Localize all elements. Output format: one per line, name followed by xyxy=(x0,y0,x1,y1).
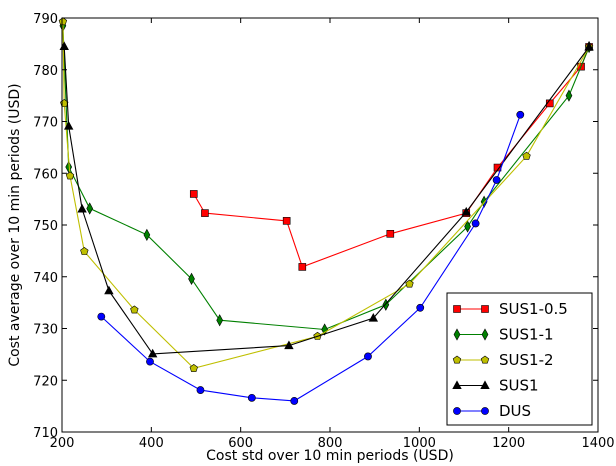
data-point xyxy=(86,202,94,215)
y-tick-label: 750 xyxy=(33,219,58,234)
data-point xyxy=(516,110,525,119)
x-tick-label: 800 xyxy=(318,436,343,451)
data-point xyxy=(130,305,139,314)
data-point xyxy=(77,203,87,213)
data-point xyxy=(321,323,328,336)
data-point xyxy=(188,272,195,285)
legend-label: SUS1 xyxy=(499,377,539,395)
x-tick-label: 1000 xyxy=(403,436,436,451)
data-point xyxy=(290,397,299,405)
data-point xyxy=(386,229,395,238)
legend-marker xyxy=(453,305,461,313)
data-point xyxy=(189,190,198,198)
y-tick-label: 780 xyxy=(33,64,58,79)
data-point xyxy=(584,41,594,51)
legend-item: SUS1-2 xyxy=(452,351,554,369)
data-point xyxy=(247,393,256,402)
data-point xyxy=(522,151,531,160)
y-tick-label: 770 xyxy=(33,116,58,131)
legend-marker xyxy=(453,407,461,415)
data-point xyxy=(146,357,154,366)
y-tick-label: 710 xyxy=(33,426,58,441)
legend-marker xyxy=(453,328,461,341)
legend-marker xyxy=(481,407,489,415)
legend-marker xyxy=(480,380,490,390)
legend-box xyxy=(446,292,593,426)
series-sus1-0-5 xyxy=(189,43,593,271)
data-point xyxy=(492,176,501,184)
x-tick-label: 200 xyxy=(50,436,75,451)
legend-marker xyxy=(480,355,490,364)
data-point xyxy=(104,285,114,295)
plot-series xyxy=(58,17,594,405)
data-point xyxy=(65,171,75,180)
series-sus1-1 xyxy=(59,19,593,336)
y-tick-label: 790 xyxy=(33,12,58,27)
data-point xyxy=(368,313,379,322)
legend-item: SUS1-0.5 xyxy=(453,300,568,318)
data-point xyxy=(201,209,209,217)
data-point xyxy=(461,206,471,216)
series-line xyxy=(62,21,590,369)
data-point xyxy=(143,228,151,241)
legend-item: SUS1 xyxy=(452,377,539,395)
data-point xyxy=(405,279,414,288)
data-point xyxy=(80,247,89,255)
series-line xyxy=(193,46,590,268)
data-point xyxy=(284,340,294,350)
y-tick-label: 760 xyxy=(33,167,58,182)
data-point xyxy=(282,217,291,225)
y-tick-label: 730 xyxy=(33,323,58,338)
legend-label: SUS1-1 xyxy=(499,326,554,344)
data-point xyxy=(416,303,425,312)
legend-marker xyxy=(481,328,489,341)
legend-label: DUS xyxy=(499,402,531,420)
data-point xyxy=(216,314,224,327)
x-tick-label: 1200 xyxy=(492,436,525,451)
x-tick-label: 400 xyxy=(139,436,164,451)
data-point xyxy=(97,312,106,321)
x-axis-ticks: 200 400 600 800 1000 1200 1400 xyxy=(50,18,615,451)
data-point xyxy=(59,41,69,50)
data-point xyxy=(464,220,471,233)
data-point xyxy=(58,17,68,26)
data-point xyxy=(364,352,372,361)
data-point xyxy=(147,348,158,358)
legend-marker xyxy=(452,355,462,364)
legend-marker xyxy=(452,380,462,390)
series-dus xyxy=(97,110,525,405)
legend: SUS1-0.5 SUS1-1 SUS1-2 SUS1 DUS xyxy=(446,292,593,426)
series-line xyxy=(62,25,590,331)
x-tick-label: 600 xyxy=(228,436,253,451)
y-tick-label: 720 xyxy=(33,374,58,389)
legend-label: SUS1-0.5 xyxy=(499,300,568,318)
data-point xyxy=(189,363,198,372)
x-axis-label: Cost std over 10 min periods (USD) xyxy=(206,448,454,464)
data-point xyxy=(565,89,573,102)
legend-item: SUS1-1 xyxy=(453,326,554,344)
y-axis-ticks: 710 720 730 740 750 760 770 780 790 xyxy=(33,12,598,441)
data-point xyxy=(471,219,480,228)
series-line xyxy=(100,114,521,402)
data-point xyxy=(196,386,205,394)
x-tick-label: 1400 xyxy=(581,436,614,451)
series-sus1 xyxy=(59,41,594,358)
data-point xyxy=(63,121,74,130)
y-tick-label: 740 xyxy=(33,271,58,286)
legend-marker xyxy=(481,305,489,313)
legend-item: DUS xyxy=(453,402,531,420)
y-axis-label: Cost average over 10 min periods (USD) xyxy=(7,83,23,366)
data-point xyxy=(298,263,307,271)
legend-label: SUS1-2 xyxy=(499,351,554,369)
